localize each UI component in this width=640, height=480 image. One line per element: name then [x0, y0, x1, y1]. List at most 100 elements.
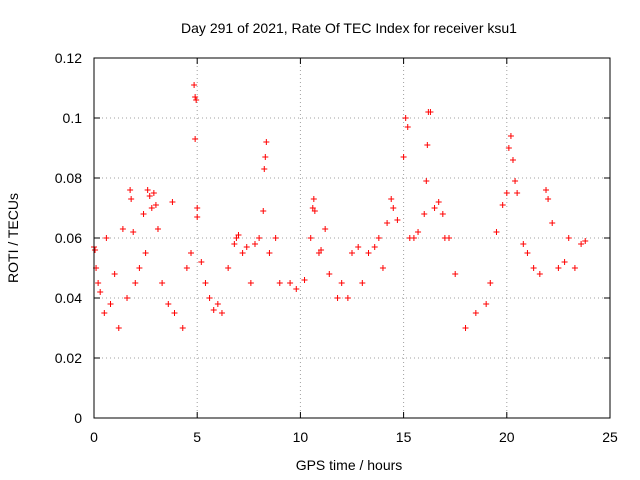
data-point — [171, 310, 178, 316]
y-tick-label: 0.12 — [55, 50, 82, 66]
data-point — [150, 190, 157, 196]
data-point — [462, 325, 469, 331]
data-point — [261, 166, 268, 172]
data-point — [435, 199, 442, 205]
data-point — [483, 301, 490, 307]
data-point — [119, 226, 126, 232]
data-point — [152, 202, 159, 208]
y-tick-labels: 0 0.02 0.04 0.06 0.08 0.1 0.12 — [55, 50, 82, 426]
x-tick-label: 10 — [293, 429, 309, 445]
data-point — [188, 250, 195, 256]
x-tick-label: 15 — [396, 429, 412, 445]
data-point — [239, 250, 246, 256]
data-point — [499, 202, 506, 208]
data-point — [421, 211, 428, 217]
data-point — [148, 205, 155, 211]
data-point — [565, 235, 572, 241]
data-point — [132, 280, 139, 286]
data-point — [272, 235, 279, 241]
data-point — [231, 241, 238, 247]
x-tick-label: 25 — [602, 429, 618, 445]
data-point — [520, 241, 527, 247]
data-point — [487, 280, 494, 286]
axis-ticks — [93, 57, 611, 419]
plot-frame — [93, 57, 611, 419]
data-point — [198, 259, 205, 265]
data-point — [154, 226, 161, 232]
data-point — [127, 187, 134, 193]
data-point — [183, 265, 190, 271]
chart-title: Day 291 of 2021, Rate Of TEC Index for r… — [181, 20, 517, 36]
data-point — [379, 265, 386, 271]
data-point — [202, 280, 209, 286]
data-point — [423, 178, 430, 184]
data-point — [349, 250, 355, 256]
data-point — [225, 265, 232, 271]
data-point — [192, 136, 199, 142]
data-point — [159, 280, 166, 286]
data-point — [561, 259, 568, 265]
data-point — [169, 199, 176, 205]
data-point — [388, 196, 395, 202]
data-point — [402, 115, 409, 121]
data-point — [514, 190, 521, 196]
data-point — [310, 196, 317, 202]
data-point — [218, 310, 225, 316]
data-point — [115, 325, 122, 331]
data-point — [371, 244, 378, 250]
data-point — [192, 94, 199, 100]
data-point — [524, 250, 531, 256]
data-point — [179, 325, 186, 331]
data-point — [287, 280, 294, 286]
data-point — [543, 187, 550, 193]
y-tick-label: 0 — [74, 410, 82, 426]
data-point — [571, 265, 578, 271]
data-point — [206, 295, 213, 301]
data-point — [247, 280, 254, 286]
data-point — [530, 265, 537, 271]
data-point — [214, 301, 221, 307]
data-point — [276, 280, 283, 286]
data-point — [130, 229, 137, 235]
data-point — [136, 265, 143, 271]
data-point — [193, 97, 200, 103]
data-point — [140, 211, 147, 217]
data-point — [235, 232, 242, 238]
data-point — [262, 154, 269, 160]
data-point — [545, 196, 552, 202]
data-point — [424, 142, 431, 148]
data-point — [243, 244, 250, 250]
data-point — [415, 229, 422, 235]
data-point — [446, 235, 453, 241]
data-point — [326, 271, 333, 277]
data-point — [307, 235, 314, 241]
data-point — [103, 235, 110, 241]
data-point — [536, 271, 543, 277]
data-point — [194, 205, 201, 211]
data-point — [431, 205, 438, 211]
data-point — [251, 241, 258, 247]
data-point — [400, 154, 407, 160]
data-point — [512, 178, 519, 184]
y-tick-label: 0.04 — [55, 290, 82, 306]
data-point — [146, 193, 153, 199]
data-point — [472, 310, 479, 316]
data-point — [144, 187, 151, 193]
data-point — [107, 301, 114, 307]
data-point — [256, 235, 263, 241]
data-point — [124, 295, 131, 301]
data-point — [97, 289, 104, 295]
data-point — [142, 250, 149, 256]
y-tick-label: 0.06 — [55, 230, 82, 246]
data-point — [266, 250, 273, 256]
data-point — [375, 235, 382, 241]
data-point — [165, 301, 172, 307]
data-point — [191, 82, 198, 88]
data-point — [128, 196, 135, 202]
y-tick-label: 0.02 — [55, 350, 82, 366]
data-point — [549, 220, 556, 226]
data-point — [452, 271, 459, 277]
data-point — [293, 286, 300, 292]
data-point — [338, 280, 345, 286]
